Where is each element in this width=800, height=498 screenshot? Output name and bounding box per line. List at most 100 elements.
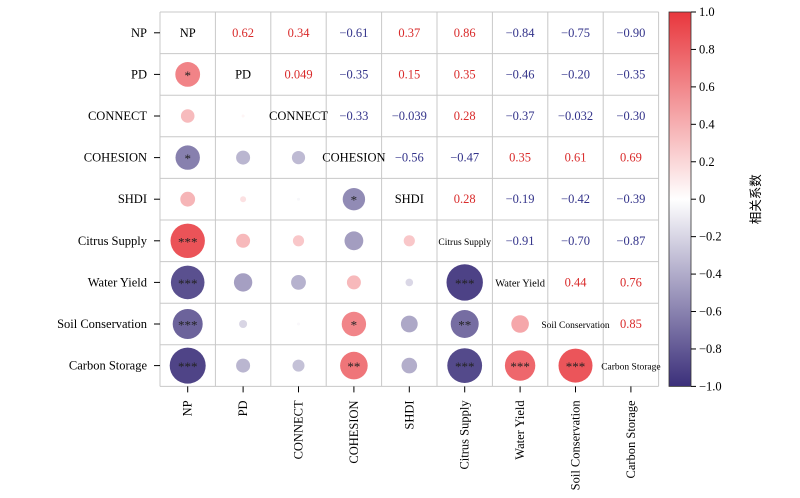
significance-stars: *** bbox=[510, 359, 530, 374]
row-label: COHESION bbox=[84, 151, 147, 165]
correlation-value: 0.35 bbox=[454, 67, 476, 81]
column-label: Carbon Storage bbox=[624, 400, 638, 479]
colorbar-tick-label: 0.8 bbox=[699, 42, 715, 56]
correlation-value: −0.46 bbox=[506, 67, 535, 81]
diagonal-label: Citrus Supply bbox=[438, 238, 491, 248]
correlation-circle bbox=[291, 151, 306, 165]
colorbar-tick-label: 0.6 bbox=[699, 80, 715, 94]
row-label: SHDI bbox=[118, 192, 147, 206]
correlation-value: 0.44 bbox=[565, 275, 588, 289]
diagonal-label: PD bbox=[235, 67, 251, 81]
correlation-circle bbox=[291, 275, 306, 290]
row-label: Water Yield bbox=[88, 275, 148, 289]
correlation-circle bbox=[401, 357, 418, 374]
correlation-circle bbox=[240, 196, 247, 203]
significance-stars: *** bbox=[566, 359, 586, 374]
colorbar-tick-label: 0 bbox=[699, 192, 705, 206]
correlation-value: −0.47 bbox=[450, 151, 479, 165]
correlation-circle bbox=[558, 348, 593, 383]
correlation-value: 0.35 bbox=[509, 151, 531, 165]
correlation-circle bbox=[450, 310, 479, 338]
colorbar-tick-label: 0.2 bbox=[699, 155, 715, 169]
significance-stars: *** bbox=[178, 276, 198, 291]
correlation-circle bbox=[241, 114, 245, 118]
correlation-value: −0.032 bbox=[558, 109, 593, 123]
correlation-value: 0.37 bbox=[398, 26, 420, 40]
colorbar-tick-label: −0.6 bbox=[699, 305, 722, 319]
matrix-cells: NP 0.62 0.34 −0.61 0.37 0.86 −0.84 −0.75 −0.90 * P… bbox=[169, 26, 661, 384]
correlation-value: −0.90 bbox=[616, 26, 645, 40]
correlation-circle bbox=[504, 350, 536, 381]
correlation-circle bbox=[239, 320, 248, 328]
correlation-value: −0.70 bbox=[561, 234, 590, 248]
correlation-value: −0.84 bbox=[506, 26, 536, 40]
colorbar-tick-label: −0.2 bbox=[699, 230, 722, 244]
row-label: PD bbox=[131, 67, 147, 81]
correlation-value: −0.42 bbox=[561, 192, 590, 206]
column-label: COHESION bbox=[347, 400, 361, 463]
correlation-value: 0.61 bbox=[565, 151, 587, 165]
significance-stars: ** bbox=[458, 318, 471, 333]
significance-stars: *** bbox=[455, 359, 475, 374]
colorbar-tick-label: 1.0 bbox=[699, 5, 715, 19]
diagonal-label: COHESION bbox=[322, 151, 385, 165]
correlation-value: 0.15 bbox=[398, 67, 420, 81]
correlation-circle bbox=[341, 311, 367, 337]
column-label: NP bbox=[181, 400, 195, 416]
correlation-value: 0.28 bbox=[454, 192, 476, 206]
correlation-value: 0.76 bbox=[620, 275, 642, 289]
correlation-value: 0.049 bbox=[284, 67, 312, 81]
correlation-circle bbox=[297, 197, 300, 201]
significance-stars: *** bbox=[178, 318, 198, 333]
correlation-circle bbox=[172, 309, 203, 339]
correlation-circle bbox=[170, 265, 205, 300]
significance-stars: * bbox=[351, 193, 358, 208]
correlation-value: −0.56 bbox=[395, 151, 424, 165]
correlation-value: −0.61 bbox=[339, 26, 368, 40]
column-label: Soil Conservation bbox=[569, 400, 583, 491]
diagonal-label: CONNECT bbox=[269, 109, 328, 123]
correlation-circle bbox=[175, 145, 200, 170]
correlation-circle bbox=[292, 359, 305, 372]
correlation-circle bbox=[170, 223, 205, 258]
correlation-circle bbox=[446, 264, 483, 301]
correlation-circle bbox=[346, 275, 361, 290]
correlation-value: −0.39 bbox=[616, 192, 645, 206]
significance-stars: * bbox=[184, 151, 191, 166]
correlation-circle bbox=[175, 62, 201, 87]
correlation-value: −0.19 bbox=[506, 192, 535, 206]
column-label: PD bbox=[236, 400, 250, 416]
correlation-circle bbox=[236, 150, 251, 165]
row-label: NP bbox=[131, 26, 147, 40]
correlation-value: −0.30 bbox=[616, 109, 645, 123]
correlation-value: 0.85 bbox=[620, 317, 642, 331]
column-labels: NP PD CONNECT COHESION SHDI Citrus Supply Wate… bbox=[181, 386, 638, 490]
correlation-circle bbox=[236, 358, 251, 373]
colorbar: 1.0 0.8 0.6 0.4 0.2 0 −0.2 −0.4 −0.6 −0.8 −1.0 相关系数 bbox=[668, 5, 763, 393]
significance-stars: *** bbox=[178, 359, 198, 374]
row-label: Soil Conservation bbox=[57, 317, 148, 331]
row-label: CONNECT bbox=[88, 109, 147, 123]
significance-stars: ** bbox=[347, 359, 360, 374]
column-label: SHDI bbox=[402, 400, 416, 429]
correlation-circle bbox=[180, 191, 196, 207]
correlation-value: 0.34 bbox=[288, 26, 311, 40]
row-label: Carbon Storage bbox=[69, 359, 148, 373]
column-label: Water Yield bbox=[513, 400, 527, 460]
correlation-value: −0.87 bbox=[616, 234, 645, 248]
correlation-value: −0.20 bbox=[561, 67, 590, 81]
colorbar-gradient bbox=[668, 11, 692, 387]
correlation-circle bbox=[340, 351, 368, 380]
correlation-circle bbox=[342, 188, 366, 211]
diagonal-label: Soil Conservation bbox=[541, 321, 610, 331]
correlation-circle bbox=[169, 347, 206, 384]
colorbar-tick-label: −0.8 bbox=[699, 342, 722, 356]
colorbar-tick-label: 0.4 bbox=[699, 117, 715, 131]
correlation-value: 0.69 bbox=[620, 151, 642, 165]
diagonal-label: Carbon Storage bbox=[601, 363, 660, 373]
correlation-value: −0.35 bbox=[339, 67, 368, 81]
correlation-circle bbox=[344, 231, 364, 251]
diagonal-label: Water Yield bbox=[495, 278, 546, 289]
correlation-circle bbox=[447, 348, 483, 383]
